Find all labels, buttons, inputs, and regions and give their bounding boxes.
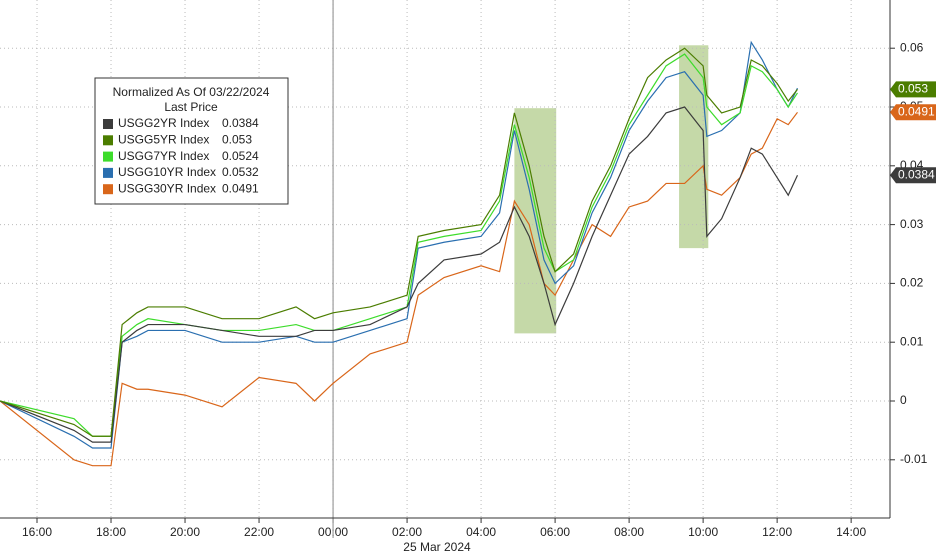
end-tag-label: 0.0384 (898, 167, 935, 181)
series-line (0, 111, 798, 467)
x-tick-label: 14:00 (836, 525, 866, 539)
end-tag-box (890, 104, 936, 121)
x-tick-label: 20:00 (170, 525, 200, 539)
series-line (0, 47, 798, 437)
y-tick-label: 0.06 (900, 40, 924, 54)
series-line (0, 53, 798, 437)
y-tick-label: 0.01 (900, 334, 924, 348)
end-tag-box (890, 167, 936, 184)
legend-swatch (103, 135, 113, 146)
x-tick-label: 08:00 (614, 525, 644, 539)
legend-subtitle: Last Price (164, 100, 218, 114)
legend-title: Normalized As Of 03/22/2024 (113, 85, 270, 99)
legend-swatch (103, 119, 113, 129)
legend-value: 0.053 (222, 132, 252, 146)
x-tick-label: 12:00 (762, 525, 792, 539)
y-tick-label: 0.03 (900, 217, 924, 231)
x-date-label: 25 Mar 2024 (403, 540, 471, 554)
end-tag: 0.0491 (890, 104, 936, 121)
legend-value: 0.0524 (222, 149, 259, 163)
legend-swatch (103, 151, 113, 162)
y-tick-label: 0 (900, 393, 907, 407)
legend-label: USGG5YR Index (118, 132, 209, 146)
legend-label: USGG30YR Index (118, 181, 216, 195)
legend-value: 0.0491 (222, 181, 259, 195)
x-tick-label: 04:00 (466, 525, 496, 539)
legend-swatch (103, 184, 113, 195)
x-tick-label: 02:00 (392, 525, 422, 539)
x-tick-label: 06:00 (540, 525, 570, 539)
legend-swatch (103, 167, 113, 178)
end-tag-label: 0.053 (898, 82, 928, 96)
end-tag: 0.0384 (890, 167, 936, 184)
legend-label: USGG2YR Index (118, 116, 209, 130)
y-tick-label: 0.02 (900, 276, 924, 290)
legend-label: USGG10YR Index (118, 165, 216, 179)
x-tick-label: 22:00 (244, 525, 274, 539)
y-tick-label: -0.01 (900, 452, 928, 466)
end-tag-box (890, 81, 936, 98)
legend-label: USGG7YR Index (118, 149, 209, 163)
end-tag-label: 0.0491 (898, 104, 935, 118)
legend-value: 0.0384 (222, 116, 259, 130)
x-tick-label: 16:00 (22, 525, 52, 539)
series-line (0, 106, 799, 443)
legend-box (94, 77, 289, 205)
legend-value: 0.0532 (222, 165, 259, 179)
end-tag: 0.053 (890, 81, 936, 98)
series-line (0, 40, 799, 449)
x-tick-label: 10:00 (688, 525, 718, 539)
x-tick-label: 18:00 (96, 525, 126, 539)
